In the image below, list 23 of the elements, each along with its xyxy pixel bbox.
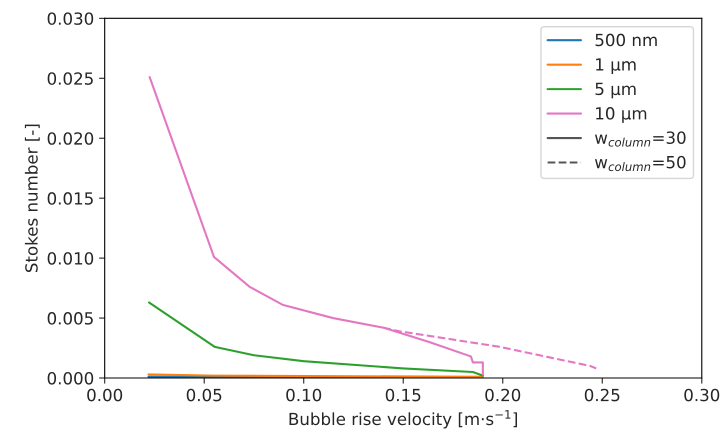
y-axis-title: Stokes number [-]	[24, 124, 40, 272]
x-tick-label: 0.25	[584, 388, 620, 402]
x-tick-label: 0.30	[684, 388, 720, 402]
x-tick-label: 0.10	[286, 388, 322, 402]
legend-label: 1 µm	[596, 58, 636, 74]
x-axis-title: Bubble rise velocity [m·s$^{−1}$]	[290, 410, 517, 428]
x-tick-label: 0.20	[485, 388, 520, 402]
legend-label: 500 nm	[596, 34, 657, 46]
line-series	[148, 301, 484, 377]
y-tick-label: 0.005	[48, 312, 93, 325]
x-tick-label: 0.05	[186, 388, 222, 402]
x-tick-label: 0.00	[87, 388, 122, 402]
y-tick-label: 0.020	[48, 132, 94, 145]
y-tick-label: 0.030	[48, 12, 94, 25]
legend-label: w$_{column}$=50	[594, 156, 686, 172]
legend-label: 10 µm	[596, 107, 646, 123]
y-tick-label: 0.015	[48, 192, 93, 205]
x-tick-label: 0.15	[386, 388, 420, 402]
y-tick-label: 0.025	[48, 72, 93, 85]
y-tick-label: 0.010	[48, 252, 94, 265]
y-tick-label: 0.000	[48, 372, 94, 385]
legend-label: 5 µm	[596, 82, 636, 98]
legend-label: w$_{column}$=30	[594, 131, 686, 147]
